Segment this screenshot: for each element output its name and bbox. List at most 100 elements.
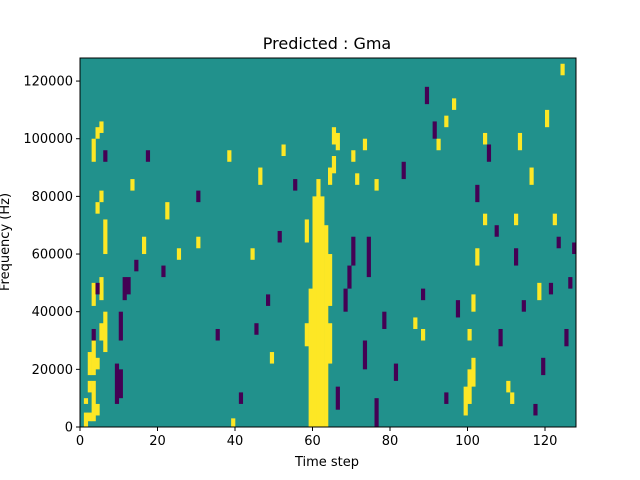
heatmap-cell-high <box>421 328 426 341</box>
heatmap-cell-high <box>308 288 313 427</box>
heatmap-cell-low <box>486 144 492 162</box>
heatmap-cell-low <box>432 121 437 139</box>
x-axis: 0 20 40 60 80 100 120 <box>76 427 557 449</box>
heatmap-cell-low <box>564 328 569 347</box>
heatmap-cell-low <box>91 328 96 341</box>
heatmap-cell-high <box>331 127 337 145</box>
heatmap-cell-high <box>514 213 519 226</box>
heatmap-cell-low <box>161 265 166 278</box>
y-tick-label: 100000 <box>23 132 73 147</box>
heatmap-cell-high <box>483 132 488 145</box>
heatmap-cell-high <box>99 121 104 133</box>
heatmap-cell-high <box>103 219 108 255</box>
heatmap-cell-low <box>444 392 449 404</box>
heatmap-cell-low <box>382 311 387 329</box>
heatmap-cell-low <box>343 288 348 312</box>
heatmap-cell-high <box>91 138 96 162</box>
heatmap-cell-low <box>401 161 406 180</box>
heatmap-cell-high <box>328 323 333 364</box>
heatmap-cell-high <box>452 98 457 110</box>
heatmap-cell-high <box>103 311 108 353</box>
heatmap-cell-low <box>521 300 526 312</box>
heatmap-cell-high <box>99 190 104 203</box>
heatmap-cell-high <box>91 282 96 306</box>
heatmap-cell-low <box>568 277 573 289</box>
heatmap-cell-low <box>103 150 108 162</box>
heatmap-cell-high <box>316 179 321 427</box>
heatmap-cell-low <box>455 300 461 318</box>
heatmap-cell-high <box>142 236 147 255</box>
heatmap-cell-high <box>227 150 232 162</box>
heatmap-cell-high <box>83 412 89 427</box>
heatmap-cell-high <box>328 254 333 306</box>
heatmap-cell-high <box>355 173 360 185</box>
heatmap-cell-low <box>514 248 519 266</box>
heatmap-cell-high <box>196 236 201 249</box>
y-tick-label: 20000 <box>32 363 73 378</box>
heatmap-cell-high <box>95 403 100 416</box>
heatmap-cell-high <box>517 132 523 151</box>
heatmap-cell-high <box>130 179 135 191</box>
x-tick-label: 80 <box>382 434 399 449</box>
heatmap-cell-high <box>475 248 480 266</box>
heatmap-cell-high <box>413 317 418 329</box>
y-tick-label: 60000 <box>32 248 73 263</box>
heatmap-cell-low <box>498 328 503 347</box>
heatmap-cell-low <box>277 230 282 243</box>
x-tick-label: 40 <box>227 434 244 449</box>
heatmap-cell-high <box>545 109 550 128</box>
heatmap-cell-high <box>87 352 92 376</box>
heatmap-cell-low <box>293 179 298 191</box>
heatmap-cell-high <box>335 132 340 151</box>
heatmap-cell-high <box>83 398 89 404</box>
heatmap-cell-high <box>250 248 255 260</box>
heatmap-cell-low <box>215 328 220 341</box>
heatmap-cell-high <box>231 418 236 427</box>
heatmap-cell-high <box>467 328 472 341</box>
heatmap-cell-low <box>475 184 480 203</box>
heatmap-cell-high <box>91 380 96 422</box>
heatmap-cell-low <box>118 311 123 341</box>
heatmap-cell-high <box>165 202 170 220</box>
heatmap-cell-high <box>269 352 275 364</box>
heatmap-cell-low <box>266 294 271 306</box>
heatmap-cell-low <box>95 282 100 295</box>
heatmap-cell-high <box>99 277 104 301</box>
heatmap-cell-low <box>494 225 499 237</box>
heatmap-cell-low <box>421 288 426 301</box>
heatmap-cell-high <box>506 380 511 393</box>
heatmap-cell-high <box>510 392 515 404</box>
heatmap-cell-high <box>320 196 325 427</box>
heatmap-cell-high <box>258 167 263 185</box>
heatmap-cell-low <box>114 363 120 404</box>
heatmap-cell-high <box>463 386 468 416</box>
x-tick-label: 0 <box>76 434 84 449</box>
heatmap-cell-high <box>304 219 309 243</box>
chart-title: Predicted : Gma <box>263 34 391 53</box>
heatmap-cell-low <box>556 236 561 249</box>
heatmap-cell-low <box>238 392 244 404</box>
heatmap-cell-low <box>347 265 352 289</box>
x-tick-label: 60 <box>304 434 321 449</box>
heatmap-cell-high <box>467 369 472 404</box>
heatmap-cell-low <box>393 363 399 381</box>
heatmap-cell-high <box>91 340 96 376</box>
y-tick-label: 120000 <box>23 75 73 90</box>
heatmap-cell-low <box>196 190 201 203</box>
x-axis-label: Time step <box>294 455 359 470</box>
y-tick-label: 80000 <box>32 190 73 205</box>
heatmap-cell-high <box>304 323 309 347</box>
heatmap-cell-high <box>312 196 317 427</box>
heatmap-cell-high <box>324 225 329 427</box>
x-tick-label: 20 <box>149 434 166 449</box>
heatmap-cell-high <box>99 323 104 341</box>
heatmap-cell-low <box>145 150 151 162</box>
heatmap-cell-high <box>328 167 333 185</box>
heatmap-cell-low <box>254 323 259 335</box>
x-tick-label: 100 <box>455 434 480 449</box>
plot-frame <box>79 57 577 428</box>
heatmap-cell-low <box>126 277 131 295</box>
heatmap-cell-high <box>471 294 476 312</box>
heatmap-cell-high <box>95 202 100 214</box>
